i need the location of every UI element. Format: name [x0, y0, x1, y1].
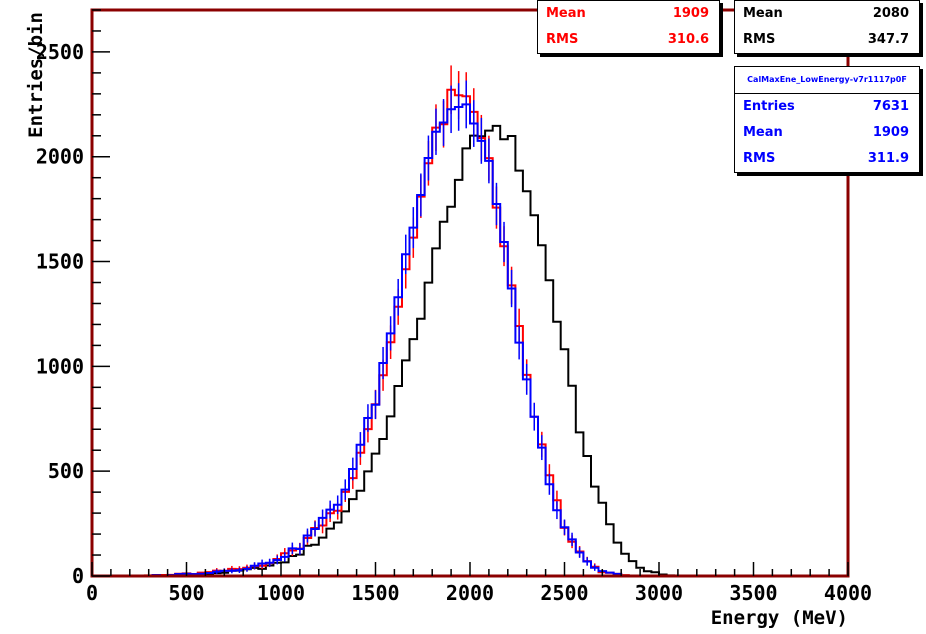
stats-entries-label: Entries	[743, 99, 795, 114]
y-tick-label: 1000	[36, 354, 84, 378]
x-tick-label: 500	[168, 581, 204, 605]
stats-box-blue: CalMaxEne_LowEnergy-v7r1117p0F Entries 7…	[734, 66, 920, 173]
stats-rms-value: 310.6	[667, 32, 709, 47]
x-tick-label: 3500	[729, 581, 777, 605]
x-tick-label: 0	[86, 581, 98, 605]
y-tick-label: 2500	[36, 40, 84, 64]
series-line	[92, 124, 848, 577]
stats-row-rms: RMS 310.6	[538, 27, 719, 53]
stats-mean-value: 1909	[872, 125, 909, 140]
x-tick-label: 3000	[635, 581, 683, 605]
stats-row-mean: Mean 1909	[735, 120, 919, 146]
stats-box-red: Mean 1909 RMS 310.6	[537, 0, 720, 54]
stats-rms-label: RMS	[743, 32, 776, 47]
x-tick-label: 2500	[540, 581, 588, 605]
x-tick-label: 4000	[824, 581, 872, 605]
stats-entries-value: 7631	[872, 99, 909, 114]
stats-row-rms: RMS 311.9	[735, 146, 919, 172]
stats-mean-value: 1909	[672, 6, 709, 21]
stats-rms-label: RMS	[743, 151, 776, 166]
x-tick-label: 2000	[446, 581, 494, 605]
stats-box-black: Mean 2080 RMS 347.7	[734, 0, 920, 54]
x-tick-label: 1500	[351, 581, 399, 605]
y-axis-title: Entries/bin	[25, 12, 47, 138]
stats-row-mean: Mean 2080	[735, 1, 919, 27]
y-tick-label: 0	[72, 564, 84, 588]
stats-mean-label: Mean	[546, 6, 586, 21]
x-tick-label: 1000	[257, 581, 305, 605]
stats-row-rms: RMS 347.7	[735, 27, 919, 53]
stats-mean-value: 2080	[872, 6, 909, 21]
x-axis-title: Energy (MeV)	[711, 607, 848, 629]
axes-layer	[90, 8, 850, 578]
y-tick-label: 500	[48, 459, 84, 483]
stats-rms-value: 347.7	[867, 32, 909, 47]
stats-row-entries: Entries 7631	[735, 94, 919, 120]
stats-mean-label: Mean	[743, 6, 783, 21]
stats-title: CalMaxEne_LowEnergy-v7r1117p0F	[735, 67, 919, 94]
series-line	[92, 103, 848, 577]
stats-row-mean: Mean 1909	[538, 1, 719, 27]
y-tick-label: 2000	[36, 145, 84, 169]
labels-layer: 0 500 1000 1500 2000 2500 3000 3500 4000 0 500 1000…	[25, 12, 872, 629]
stats-rms-label: RMS	[546, 32, 579, 47]
stats-mean-label: Mean	[743, 125, 783, 140]
stats-rms-value: 311.9	[867, 151, 909, 166]
y-tick-label: 1500	[36, 250, 84, 274]
